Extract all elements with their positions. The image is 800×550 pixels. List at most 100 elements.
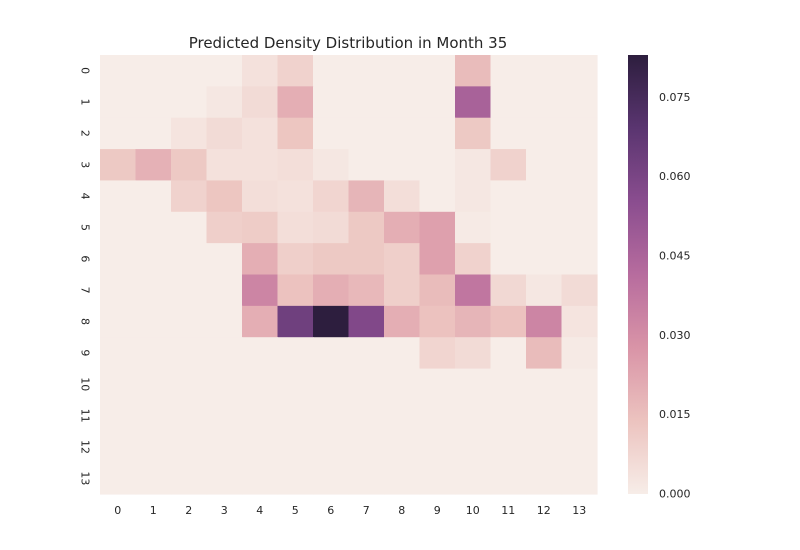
- heatmap-cell-r6-c9: [419, 243, 456, 276]
- heatmap-cell-r0-c1: [135, 55, 172, 87]
- heatmap-cell-r5-c4: [242, 211, 279, 244]
- heatmap-cell-r12-c8: [384, 431, 421, 464]
- heatmap-cell-r12-c11: [490, 431, 527, 464]
- heatmap-cell-r5-c7: [348, 211, 385, 244]
- heatmap-cell-r4-c0: [100, 180, 137, 213]
- heatmap-cell-r6-c11: [490, 243, 527, 276]
- colorbar-tick-labels: 0.000 0.015 0.030 0.045 0.060 0.075: [659, 91, 691, 501]
- heatmap-cell-r7-c2: [171, 274, 208, 307]
- heatmap-cell-r12-c12: [526, 431, 563, 464]
- heatmap-cell-r10-c2: [171, 368, 208, 401]
- heatmap-cell-r1-c4: [242, 86, 279, 119]
- heatmap-cell-r10-c13: [561, 368, 598, 401]
- heatmap-cell-r6-c5: [277, 243, 314, 276]
- heatmap-cell-r8-c5: [277, 305, 314, 338]
- x-tick-label-0: 0: [114, 504, 121, 517]
- heatmap-cell-r3-c6: [313, 149, 350, 182]
- heatmap-cell-r5-c2: [171, 211, 208, 244]
- heatmap-cell-r9-c6: [313, 337, 350, 370]
- y-tick-label-8: 8: [79, 318, 92, 325]
- heatmap-cell-r8-c6: [313, 305, 350, 338]
- y-tick-label-7: 7: [79, 287, 92, 294]
- y-tick-label-12: 12: [79, 440, 92, 454]
- heatmap-cell-r9-c5: [277, 337, 314, 370]
- heatmap-cell-r0-c10: [455, 55, 492, 87]
- heatmap-cell-r1-c9: [419, 86, 456, 119]
- heatmap-cell-r1-c6: [313, 86, 350, 119]
- colorbar-tick-label: 0.060: [659, 170, 691, 183]
- heatmap-cell-r2-c9: [419, 117, 456, 150]
- heatmap-cell-r11-c3: [206, 399, 243, 432]
- heatmap-cell-r2-c12: [526, 117, 563, 150]
- heatmap-cell-r9-c9: [419, 337, 456, 370]
- colorbar-tick-label: 0.000: [659, 488, 691, 501]
- heatmap-cell-r0-c2: [171, 55, 208, 87]
- heatmap-cell-r9-c1: [135, 337, 172, 370]
- y-tick-label-3: 3: [79, 161, 92, 168]
- heatmap-cell-r5-c3: [206, 211, 243, 244]
- heatmap-cell-r8-c2: [171, 305, 208, 338]
- heatmap-cell-r7-c0: [100, 274, 137, 307]
- heatmap-cell-r9-c0: [100, 337, 137, 370]
- heatmap-cell-r2-c7: [348, 117, 385, 150]
- x-tick-label-11: 11: [501, 504, 515, 517]
- y-tick-label-2: 2: [79, 130, 92, 137]
- heatmap-cell-r12-c10: [455, 431, 492, 464]
- heatmap-cell-r12-c2: [171, 431, 208, 464]
- heatmap-cell-r0-c11: [490, 55, 527, 87]
- heatmap-cell-r13-c3: [206, 462, 243, 495]
- heatmap-cell-r8-c10: [455, 305, 492, 338]
- heatmap-cell-r7-c4: [242, 274, 279, 307]
- heatmap-cell-r5-c1: [135, 211, 172, 244]
- heatmap-cell-r8-c0: [100, 305, 137, 338]
- heatmap-cell-r4-c1: [135, 180, 172, 213]
- heatmap-cell-r2-c13: [561, 117, 598, 150]
- heatmap-cell-r3-c13: [561, 149, 598, 182]
- heatmap-cell-r8-c8: [384, 305, 421, 338]
- heatmap-cell-r11-c5: [277, 399, 314, 432]
- heatmap-cell-r13-c2: [171, 462, 208, 495]
- heatmap-cell-r4-c5: [277, 180, 314, 213]
- heatmap-cell-r1-c11: [490, 86, 527, 119]
- heatmap-cell-r4-c13: [561, 180, 598, 213]
- chart-title: Predicted Density Distribution in Month …: [189, 34, 508, 52]
- heatmap-cell-r3-c9: [419, 149, 456, 182]
- heatmap-cell-r8-c12: [526, 305, 563, 338]
- heatmap-cell-r5-c10: [455, 211, 492, 244]
- heatmap-cell-r7-c11: [490, 274, 527, 307]
- x-tick-label-5: 5: [292, 504, 299, 517]
- heatmap-cell-r13-c12: [526, 462, 563, 495]
- heatmap-cell-r6-c3: [206, 243, 243, 276]
- heatmap-cell-r11-c11: [490, 399, 527, 432]
- heatmap-cell-r1-c12: [526, 86, 563, 119]
- heatmap-cell-r5-c9: [419, 211, 456, 244]
- heatmap-cell-r10-c8: [384, 368, 421, 401]
- heatmap-cell-r5-c0: [100, 211, 137, 244]
- heatmap-cell-r6-c10: [455, 243, 492, 276]
- heatmap-cell-r12-c1: [135, 431, 172, 464]
- heatmap-cell-r6-c2: [171, 243, 208, 276]
- heatmap-cell-r8-c3: [206, 305, 243, 338]
- heatmap-cell-r10-c7: [348, 368, 385, 401]
- x-tick-label-13: 13: [572, 504, 586, 517]
- heatmap-cell-r5-c12: [526, 211, 563, 244]
- heatmap-cell-r9-c2: [171, 337, 208, 370]
- heatmap-cell-r4-c8: [384, 180, 421, 213]
- heatmap-cell-r12-c0: [100, 431, 137, 464]
- heatmap-cell-r11-c13: [561, 399, 598, 432]
- heatmap-cell-r12-c7: [348, 431, 385, 464]
- heatmap-cell-r13-c5: [277, 462, 314, 495]
- heatmap-cell-r5-c5: [277, 211, 314, 244]
- x-tick-label-1: 1: [150, 504, 157, 517]
- y-tick-label-10: 10: [79, 377, 92, 391]
- heatmap-cell-r3-c0: [100, 149, 137, 182]
- heatmap-cell-r6-c0: [100, 243, 137, 276]
- heatmap-cell-r8-c13: [561, 305, 598, 338]
- x-tick-label-9: 9: [434, 504, 441, 517]
- heatmap-cell-r9-c13: [561, 337, 598, 370]
- heatmap-cell-r9-c11: [490, 337, 527, 370]
- heatmap-cell-r6-c4: [242, 243, 279, 276]
- heatmap-cell-r10-c0: [100, 368, 137, 401]
